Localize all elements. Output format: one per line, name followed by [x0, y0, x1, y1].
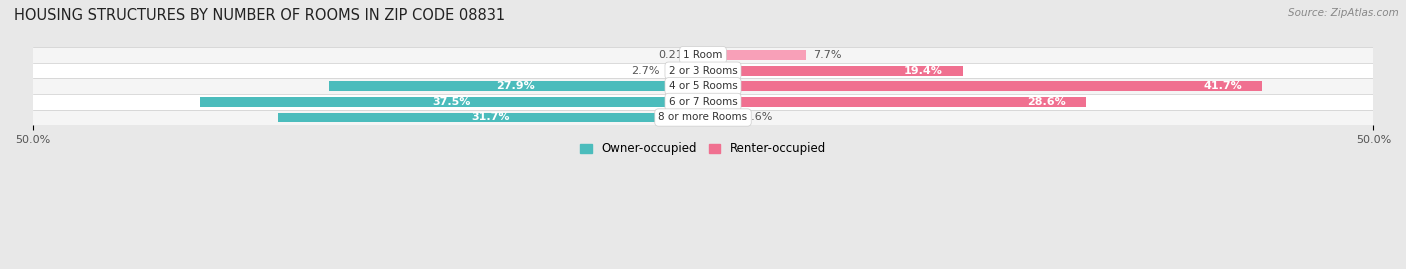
Bar: [32, 94, 1374, 110]
Bar: [32, 79, 1374, 94]
Text: 41.7%: 41.7%: [1204, 81, 1241, 91]
Text: 31.7%: 31.7%: [471, 112, 510, 122]
Bar: [700, 50, 703, 60]
Bar: [703, 82, 1263, 91]
Text: 19.4%: 19.4%: [904, 66, 943, 76]
Text: 6 or 7 Rooms: 6 or 7 Rooms: [669, 97, 737, 107]
Bar: [703, 97, 1087, 107]
Bar: [200, 97, 703, 107]
Bar: [278, 113, 703, 122]
Text: 4 or 5 Rooms: 4 or 5 Rooms: [669, 81, 737, 91]
Text: HOUSING STRUCTURES BY NUMBER OF ROOMS IN ZIP CODE 08831: HOUSING STRUCTURES BY NUMBER OF ROOMS IN…: [14, 8, 505, 23]
Bar: [703, 66, 963, 76]
Text: 0.21%: 0.21%: [658, 50, 693, 60]
Text: 7.7%: 7.7%: [813, 50, 841, 60]
Text: 1 Room: 1 Room: [683, 50, 723, 60]
Text: 28.6%: 28.6%: [1028, 97, 1066, 107]
Text: 2.6%: 2.6%: [745, 112, 773, 122]
Bar: [329, 82, 703, 91]
Bar: [666, 66, 703, 76]
Text: 8 or more Rooms: 8 or more Rooms: [658, 112, 748, 122]
Text: 2 or 3 Rooms: 2 or 3 Rooms: [669, 66, 737, 76]
Bar: [703, 113, 738, 122]
Legend: Owner-occupied, Renter-occupied: Owner-occupied, Renter-occupied: [575, 137, 831, 160]
Text: 2.7%: 2.7%: [631, 66, 659, 76]
Text: Source: ZipAtlas.com: Source: ZipAtlas.com: [1288, 8, 1399, 18]
Text: 27.9%: 27.9%: [496, 81, 536, 91]
Bar: [703, 50, 806, 60]
Bar: [32, 47, 1374, 63]
Bar: [32, 63, 1374, 79]
Bar: [32, 110, 1374, 125]
Text: 37.5%: 37.5%: [433, 97, 471, 107]
